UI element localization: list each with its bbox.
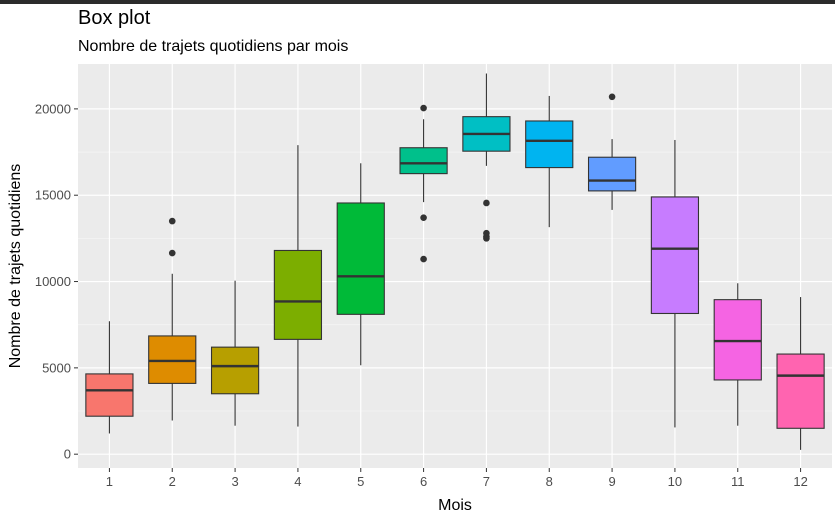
- y-tick-label: 15000: [35, 188, 71, 203]
- outlier-point: [168, 217, 176, 225]
- box-iqr: [336, 202, 385, 315]
- x-axis-title: Mois: [438, 497, 472, 514]
- y-axis: 0 5000 10000 15000 20000: [35, 101, 78, 462]
- box-month-12: [776, 297, 825, 450]
- outlier-point: [168, 249, 176, 257]
- y-tick-label: 10000: [35, 274, 71, 289]
- y-tick-label: 5000: [42, 360, 71, 375]
- box-month-10: [650, 139, 700, 428]
- box-iqr: [650, 196, 700, 315]
- x-tick-label: 11: [731, 474, 745, 489]
- x-axis: 1 2 3 4 5 6 7 8 9 10 11 12: [106, 468, 808, 489]
- x-tick-label: 7: [483, 474, 490, 489]
- outlier-point: [483, 235, 490, 242]
- box-month-4: [273, 145, 323, 427]
- box-month-3: [210, 280, 260, 426]
- y-axis-title: Nombre de trajets quotidiens: [7, 164, 24, 369]
- box-month-8: [525, 95, 574, 228]
- x-tick-label: 12: [793, 474, 807, 489]
- outlier-point: [420, 255, 427, 263]
- boxes: [85, 73, 825, 450]
- box-iqr: [713, 299, 762, 381]
- box-iqr: [273, 249, 323, 340]
- box-iqr: [148, 335, 197, 384]
- x-tick-label: 4: [294, 474, 301, 489]
- box-iqr: [85, 373, 134, 417]
- box-iqr: [210, 346, 260, 395]
- x-tick-label: 8: [546, 474, 553, 489]
- outlier-point: [420, 214, 427, 221]
- box-month-5: [336, 163, 385, 366]
- window-top-border: [0, 0, 835, 4]
- box-month-9: [587, 93, 637, 210]
- box-month-7: [462, 73, 511, 242]
- minor-gridlines: [78, 151, 832, 412]
- outlier-point: [420, 104, 427, 112]
- box-month-11: [713, 283, 762, 426]
- box-iqr: [525, 120, 574, 169]
- box-month-2: [148, 217, 197, 421]
- x-tick-label: 2: [169, 474, 176, 489]
- x-tick-label: 5: [357, 474, 364, 489]
- x-tick-label: 9: [608, 474, 615, 489]
- outlier-point: [483, 199, 490, 207]
- chart-subtitle: Nombre de trajets quotidiens par mois: [78, 38, 349, 55]
- outlier-point: [608, 93, 616, 101]
- box-month-6: [399, 104, 448, 263]
- x-tick-label: 10: [668, 474, 682, 489]
- box-iqr: [776, 353, 825, 429]
- chart-title: Box plot: [78, 7, 151, 29]
- x-tick-label: 1: [106, 474, 113, 489]
- y-tick-label: 20000: [35, 101, 71, 116]
- y-tick-label: 0: [64, 447, 71, 462]
- x-tick-label: 6: [420, 474, 427, 489]
- x-tick-label: 3: [231, 474, 238, 489]
- box-iqr: [587, 156, 637, 192]
- box-month-1: [85, 321, 134, 434]
- box-iqr: [399, 147, 448, 175]
- plot-panel: [78, 64, 832, 468]
